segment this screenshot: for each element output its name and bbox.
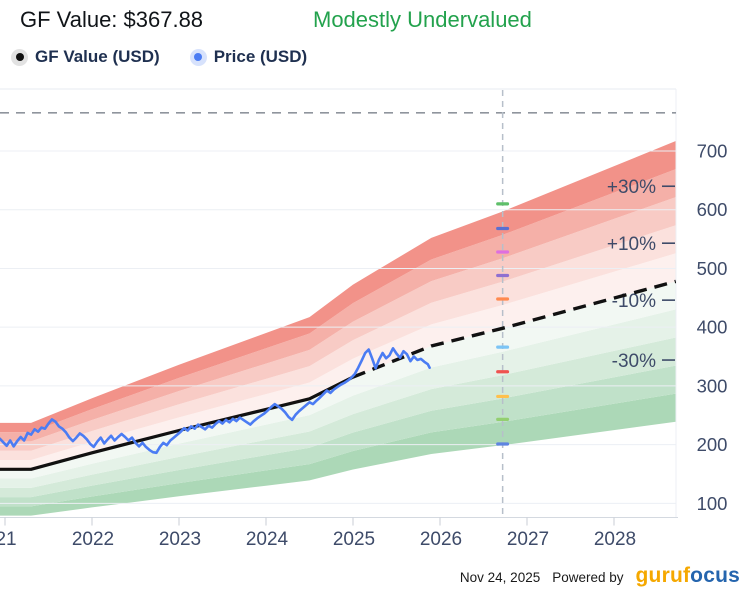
band-label-+10%: +10% <box>607 234 656 255</box>
projection-marker-448 <box>496 297 510 301</box>
x-axis-label-2024: 2024 <box>246 529 289 550</box>
as-of-date: Nov 24, 2025 <box>459 570 541 585</box>
band-label--30%: -30% <box>612 351 656 372</box>
x-axis-label-21: 21 <box>0 529 17 550</box>
y-axis-label-100: 100 <box>697 493 728 514</box>
y-axis-label-700: 700 <box>697 141 728 162</box>
band-1.0x-1.1x <box>0 253 676 470</box>
band-1.2x-1.3x <box>0 197 676 451</box>
projection-marker-201 <box>496 442 510 446</box>
band-label-+30%: +30% <box>607 177 656 198</box>
band-0.8x-0.9x <box>0 309 676 488</box>
band-0.5x-0.6x <box>0 393 676 516</box>
band-0.6x-0.7x <box>0 365 676 507</box>
valuation-bands <box>0 141 676 516</box>
powered-by-label: Powered by <box>552 570 624 585</box>
gurufocus-logo: gurufocus <box>636 565 740 586</box>
band-0.9x-1.0x <box>0 281 676 479</box>
legend-item-gf-value[interactable]: GF Value (USD) <box>11 47 160 67</box>
x-axis-label-2027: 2027 <box>507 529 549 550</box>
x-axis-label-2026: 2026 <box>420 529 462 550</box>
band-1.3x-1.4x <box>0 169 676 442</box>
projection-marker-324 <box>496 370 510 374</box>
gurufocus-logo-part-blue: ocus <box>690 564 740 587</box>
price-line <box>0 347 431 455</box>
page-title: GF Value: $367.88 <box>20 7 204 32</box>
legend-label-gf-value: GF Value (USD) <box>35 47 160 66</box>
chart-legend: GF Value (USD) Price (USD) <box>11 47 307 67</box>
projection-marker-282 <box>496 394 510 399</box>
plot-hover-area[interactable] <box>0 89 676 518</box>
x-axis-label-2022: 2022 <box>72 529 114 550</box>
y-axis-label-600: 600 <box>697 199 728 220</box>
projection-marker-568 <box>496 226 510 231</box>
y-axis-label-300: 300 <box>697 375 728 396</box>
projection-marker-243 <box>496 417 510 421</box>
price-series-marker-icon <box>189 48 207 66</box>
legend-label-price: Price (USD) <box>213 47 308 66</box>
projection-marker-528 <box>496 250 510 254</box>
y-axis-label-200: 200 <box>697 434 728 455</box>
projection-marker-488 <box>496 273 510 278</box>
gf-value-series-marker-icon <box>11 48 28 66</box>
y-axis-label-400: 400 <box>697 317 728 338</box>
projection-marker-366 <box>496 345 510 349</box>
legend-item-price[interactable]: Price (USD) <box>189 47 308 67</box>
x-axis-label-2028: 2028 <box>594 529 636 550</box>
gf-value-line <box>0 375 354 471</box>
x-axis-label-2023: 2023 <box>159 529 201 550</box>
valuation-status-label: Modestly Undervalued <box>313 7 532 32</box>
band-0.7x-0.8x <box>0 337 676 498</box>
band-1.4x-1.5x <box>0 141 676 433</box>
projection-marker-610 <box>496 202 510 206</box>
gf-value-projection-line <box>352 279 676 379</box>
chart-footer: Nov 24, 2025 Powered by gurufocus <box>460 565 740 586</box>
y-axis-label-500: 500 <box>697 258 728 279</box>
gurufocus-logo-part-orange: guruf <box>635 564 691 587</box>
band-1.1x-1.2x <box>0 225 676 460</box>
x-axis-label-2025: 2025 <box>333 529 375 550</box>
